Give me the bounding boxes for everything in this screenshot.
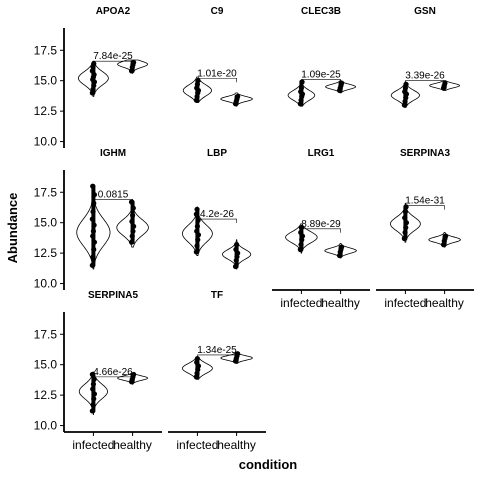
x-axis-title: condition	[239, 457, 298, 472]
significance-bracket	[301, 79, 341, 84]
y-tick-label: 12.5	[34, 104, 58, 118]
p-value-label: 4.2e-26	[200, 209, 234, 220]
y-tick-label: 12.5	[34, 246, 58, 260]
p-value-label: 1.54e-31	[405, 196, 445, 207]
x-tick-label: infected	[72, 438, 114, 452]
significance-bracket	[93, 376, 133, 381]
y-tick-label: 10.0	[34, 419, 58, 433]
x-tick-label: infected	[176, 438, 218, 452]
panel-title: APOA2	[96, 6, 131, 17]
p-value-label: 1.34e-25	[197, 345, 237, 356]
significance-bracket	[93, 60, 133, 66]
panel-title: CLEC3B	[301, 6, 341, 17]
y-tick-label: 10.0	[34, 277, 58, 291]
x-tick-label: infected	[280, 296, 322, 310]
panel-title: SERPINA3	[400, 148, 450, 159]
x-tick-label: healthy	[217, 438, 256, 452]
significance-bracket	[197, 354, 237, 359]
significance-bracket	[405, 80, 445, 85]
x-tick-label: healthy	[113, 438, 152, 452]
panel-lbp: LBP 4.2e-26	[182, 148, 252, 270]
significance-bracket	[405, 205, 445, 210]
y-tick-label: 17.5	[34, 43, 58, 57]
p-value-label: 8.89e-29	[301, 219, 341, 230]
panel-title: LBP	[207, 148, 227, 159]
p-value-label: 4.66e-26	[93, 367, 133, 378]
p-value-label: 7.84e-25	[93, 51, 133, 62]
panel-clec3b: CLEC3B 1.09e-25	[287, 6, 357, 107]
x-tick-label: infected	[384, 296, 426, 310]
y-axis-title: Abundance	[5, 193, 20, 264]
panel-apoa2: APOA2 10.0 12.5 15.0 17.5 7.84e-25	[34, 6, 148, 149]
p-value-label: 1.01e-20	[197, 68, 237, 79]
significance-bracket	[197, 218, 237, 224]
panel-ighm: IGHM 10.0 12.5 15.0 17.5 0.0815	[34, 148, 149, 291]
panel-title: TF	[211, 290, 223, 301]
y-tick-label: 15.0	[34, 74, 58, 88]
y-tick-label: 12.5	[34, 388, 58, 402]
significance-bracket	[197, 77, 237, 83]
x-tick-label: healthy	[321, 296, 360, 310]
p-value-label: 3.39e-26	[405, 71, 445, 82]
p-value-label: 1.09e-25	[301, 69, 341, 80]
y-tick-label: 17.5	[34, 185, 58, 199]
y-tick-label: 10.0	[34, 135, 58, 149]
panel-title: GSN	[414, 6, 436, 17]
panel-title: SERPINA5	[88, 290, 138, 301]
y-tick-label: 15.0	[34, 216, 58, 230]
x-tick-label: healthy	[425, 296, 464, 310]
panel-gsn: GSN 3.39e-26	[390, 6, 461, 108]
panel-title: C9	[211, 6, 224, 17]
significance-bracket	[301, 228, 341, 233]
significance-bracket	[93, 199, 133, 204]
panel-title: LRG1	[308, 148, 335, 159]
panel-c9: C9 1.01e-20	[182, 6, 253, 107]
y-tick-label: 15.0	[34, 358, 58, 372]
y-tick-label: 17.5	[34, 327, 58, 341]
p-value-label: 0.0815	[98, 190, 129, 201]
panel-title: IGHM	[100, 148, 126, 159]
